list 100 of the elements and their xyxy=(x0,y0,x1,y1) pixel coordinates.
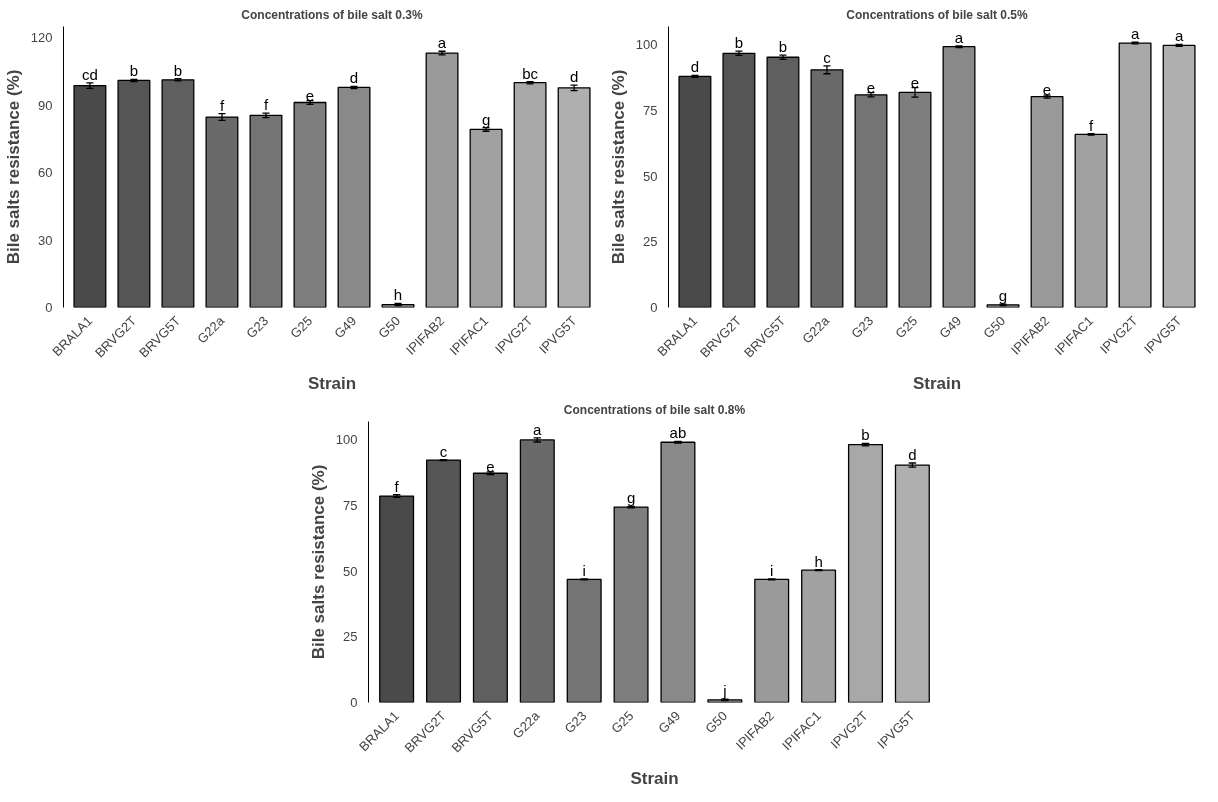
x-axis-title: Strain xyxy=(912,373,962,393)
x-tick-label: G50 xyxy=(980,313,1009,342)
x-tick-label: G23 xyxy=(848,313,877,342)
data-label: b xyxy=(173,61,183,79)
bar xyxy=(337,86,371,308)
x-tick-label: G50 xyxy=(702,708,731,737)
data-label: a xyxy=(437,34,447,52)
x-axis-title: Strain xyxy=(630,768,679,788)
y-tick-label: 0 xyxy=(350,695,358,710)
bar xyxy=(117,79,151,308)
bar xyxy=(722,52,756,308)
x-tick-label: G23 xyxy=(243,313,272,342)
bar xyxy=(801,569,837,703)
y-tick-label: 0 xyxy=(45,300,53,315)
data-label: c xyxy=(439,442,448,460)
bar xyxy=(660,441,696,703)
y-tick-label: 100 xyxy=(335,432,358,448)
bar xyxy=(472,472,508,703)
x-tick-label: G25 xyxy=(892,313,921,342)
bar xyxy=(942,46,976,308)
data-label: b xyxy=(861,426,870,444)
data-label: e xyxy=(1042,81,1052,99)
y-tick-label: 0 xyxy=(650,300,658,315)
x-tick-label: G25 xyxy=(608,708,637,737)
data-label: b xyxy=(734,34,744,52)
bar xyxy=(678,75,712,308)
bar xyxy=(513,82,547,308)
data-label: a xyxy=(1174,27,1184,45)
y-tick-label: 50 xyxy=(343,563,358,579)
x-axis-title: Strain xyxy=(307,373,357,393)
x-tick-label: G50 xyxy=(375,313,404,342)
bar xyxy=(810,69,844,308)
x-tick-label: G25 xyxy=(287,313,316,342)
x-tick-label: G49 xyxy=(331,313,360,342)
data-label: d xyxy=(569,68,579,86)
y-tick-label: 100 xyxy=(635,37,658,53)
bar xyxy=(379,495,415,703)
data-label: i xyxy=(582,561,586,579)
data-label: a xyxy=(1130,25,1140,43)
chart-title: Concentrations of bile salt 0.5% xyxy=(846,7,1029,22)
bar xyxy=(1118,42,1152,308)
bar xyxy=(249,114,283,308)
bar xyxy=(293,101,327,308)
data-label: a xyxy=(954,28,964,46)
y-tick-label: 30 xyxy=(38,232,53,248)
bar xyxy=(766,56,800,308)
data-label: d xyxy=(690,58,700,76)
data-label: d xyxy=(349,69,359,87)
bar xyxy=(425,52,459,308)
data-label: ab xyxy=(669,424,687,442)
x-tick-label: G49 xyxy=(655,708,684,737)
bar xyxy=(1162,44,1196,308)
bar xyxy=(1074,133,1108,308)
data-label: j xyxy=(722,682,727,700)
x-tick-label: G23 xyxy=(561,708,590,737)
data-label: f xyxy=(219,96,225,114)
data-label: f xyxy=(1088,116,1094,134)
y-axis-title: Bile salts resistance (%) xyxy=(608,69,628,265)
data-label: e xyxy=(486,457,495,475)
y-tick-label: 75 xyxy=(343,498,358,514)
bar xyxy=(566,578,602,703)
data-label: f xyxy=(394,477,400,495)
y-axis-title: Bile salts resistance (%) xyxy=(3,69,23,265)
y-tick-label: 25 xyxy=(343,629,358,645)
data-label: b xyxy=(129,62,139,80)
bar xyxy=(894,464,930,703)
data-label: f xyxy=(263,96,269,114)
data-label: h xyxy=(814,552,823,570)
data-label: b xyxy=(778,38,788,56)
y-tick-label: 120 xyxy=(30,30,53,46)
y-axis-title: Bile salts resistance (%) xyxy=(308,464,328,660)
y-tick-label: 75 xyxy=(643,103,658,119)
chart-title: Concentrations of bile salt 0.8% xyxy=(563,402,746,417)
bar xyxy=(519,439,555,703)
data-label: bc xyxy=(522,64,539,82)
bar xyxy=(854,94,888,308)
bar xyxy=(1030,95,1064,308)
bar xyxy=(754,578,790,703)
data-label: a xyxy=(533,420,543,438)
bar xyxy=(898,91,932,308)
data-label: g xyxy=(626,489,636,507)
y-tick-label: 25 xyxy=(643,234,658,250)
data-label: g xyxy=(998,287,1008,305)
bar xyxy=(613,506,649,703)
y-tick-label: 60 xyxy=(38,165,53,181)
bar xyxy=(847,443,884,703)
bar xyxy=(425,459,462,703)
data-label: d xyxy=(908,445,917,463)
data-label: cd xyxy=(81,65,98,83)
bar xyxy=(161,79,195,308)
y-tick-label: 90 xyxy=(38,97,53,113)
data-label: c xyxy=(823,48,832,66)
data-label: i xyxy=(770,561,774,579)
bar xyxy=(469,128,503,308)
chart-title: Concentrations of bile salt 0.3% xyxy=(241,7,424,22)
x-tick-label: G49 xyxy=(936,313,965,342)
bar xyxy=(73,84,107,308)
data-label: h xyxy=(393,286,403,304)
y-tick-label: 50 xyxy=(643,168,658,184)
bar xyxy=(557,87,591,308)
